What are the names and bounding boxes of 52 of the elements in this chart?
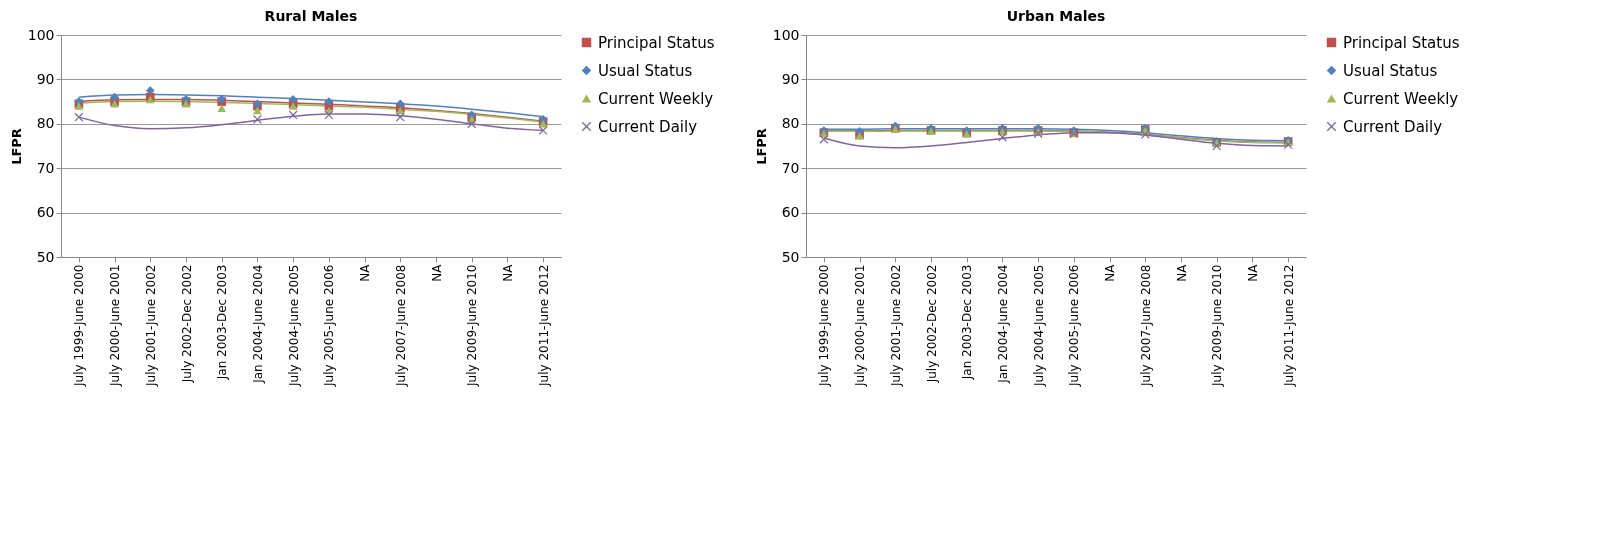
x-tick-label: July 2005-June 2006 bbox=[322, 264, 337, 387]
x-tick-label: July 2002-Dec 2002 bbox=[179, 264, 194, 384]
legend-label: Current Weekly bbox=[1343, 89, 1459, 108]
x-tick-label: NA bbox=[358, 263, 373, 282]
x-tick-label: July 2002-Dec 2002 bbox=[924, 264, 939, 384]
x-tick-label: July 2000-June 2001 bbox=[853, 264, 868, 387]
x-tick-label: July 2001-June 2002 bbox=[143, 264, 158, 387]
y-axis-title: LFPR bbox=[753, 128, 769, 165]
x-tick-label: July 1999-June 2000 bbox=[72, 264, 87, 387]
x-tick-label: July 2011-June 2012 bbox=[536, 264, 551, 387]
x-tick-label: July 2007-June 2008 bbox=[393, 264, 408, 387]
legend-label: Principal Status bbox=[1343, 33, 1460, 52]
x-tick-label: Jan 2004-June 2004 bbox=[995, 264, 1010, 384]
x-tick-label: July 2007-June 2008 bbox=[1138, 264, 1153, 387]
x-tick-label: July 2005-June 2006 bbox=[1067, 264, 1082, 387]
y-tick-label: 90 bbox=[781, 70, 800, 87]
legend-label: Usual Status bbox=[1343, 61, 1438, 80]
y-tick-label: 100 bbox=[27, 26, 55, 43]
y-axis-title: LFPR bbox=[8, 128, 24, 165]
x-tick-label: Jan 2003-Dec 2003 bbox=[960, 264, 975, 381]
x-tick-label: July 2004-June 2005 bbox=[1031, 264, 1046, 387]
x-tick-label: July 2009-June 2010 bbox=[465, 264, 480, 387]
x-tick-label: NA bbox=[500, 263, 515, 282]
x-tick-label: July 2011-June 2012 bbox=[1281, 264, 1296, 387]
x-tick-label: NA bbox=[1174, 263, 1189, 282]
legend-label: Current Daily bbox=[1343, 117, 1443, 136]
x-tick-label: July 2000-June 2001 bbox=[108, 264, 123, 387]
x-tick-label: NA bbox=[1103, 263, 1118, 282]
y-tick-label: 90 bbox=[36, 70, 55, 87]
x-tick-label: July 2004-June 2005 bbox=[286, 264, 301, 387]
x-tick-label: July 2001-June 2002 bbox=[888, 264, 903, 387]
y-tick-label: 50 bbox=[781, 248, 800, 265]
y-tick-label: 60 bbox=[36, 204, 55, 221]
y-tick-label: 80 bbox=[781, 115, 800, 132]
legend-label: Usual Status bbox=[598, 61, 693, 80]
legend-label: Principal Status bbox=[598, 33, 715, 52]
y-tick-label: 80 bbox=[36, 115, 55, 132]
legend-label: Current Daily bbox=[598, 117, 698, 136]
x-tick-label: NA bbox=[429, 263, 444, 282]
y-tick-label: 50 bbox=[36, 248, 55, 265]
legend-label: Current Weekly bbox=[598, 89, 714, 108]
chart-title: Urban Males bbox=[1006, 8, 1106, 24]
x-tick-label: July 2009-June 2010 bbox=[1210, 264, 1225, 387]
x-tick-label: NA bbox=[1245, 263, 1260, 282]
x-tick-label: Jan 2004-June 2004 bbox=[250, 264, 265, 384]
x-tick-label: Jan 2003-Dec 2003 bbox=[215, 264, 230, 381]
chart-title: Rural Males bbox=[264, 8, 358, 24]
y-tick-label: 70 bbox=[781, 159, 800, 176]
y-tick-label: 100 bbox=[772, 26, 800, 43]
y-tick-label: 60 bbox=[781, 204, 800, 221]
x-tick-label: July 1999-June 2000 bbox=[817, 264, 832, 387]
y-tick-label: 70 bbox=[36, 159, 55, 176]
